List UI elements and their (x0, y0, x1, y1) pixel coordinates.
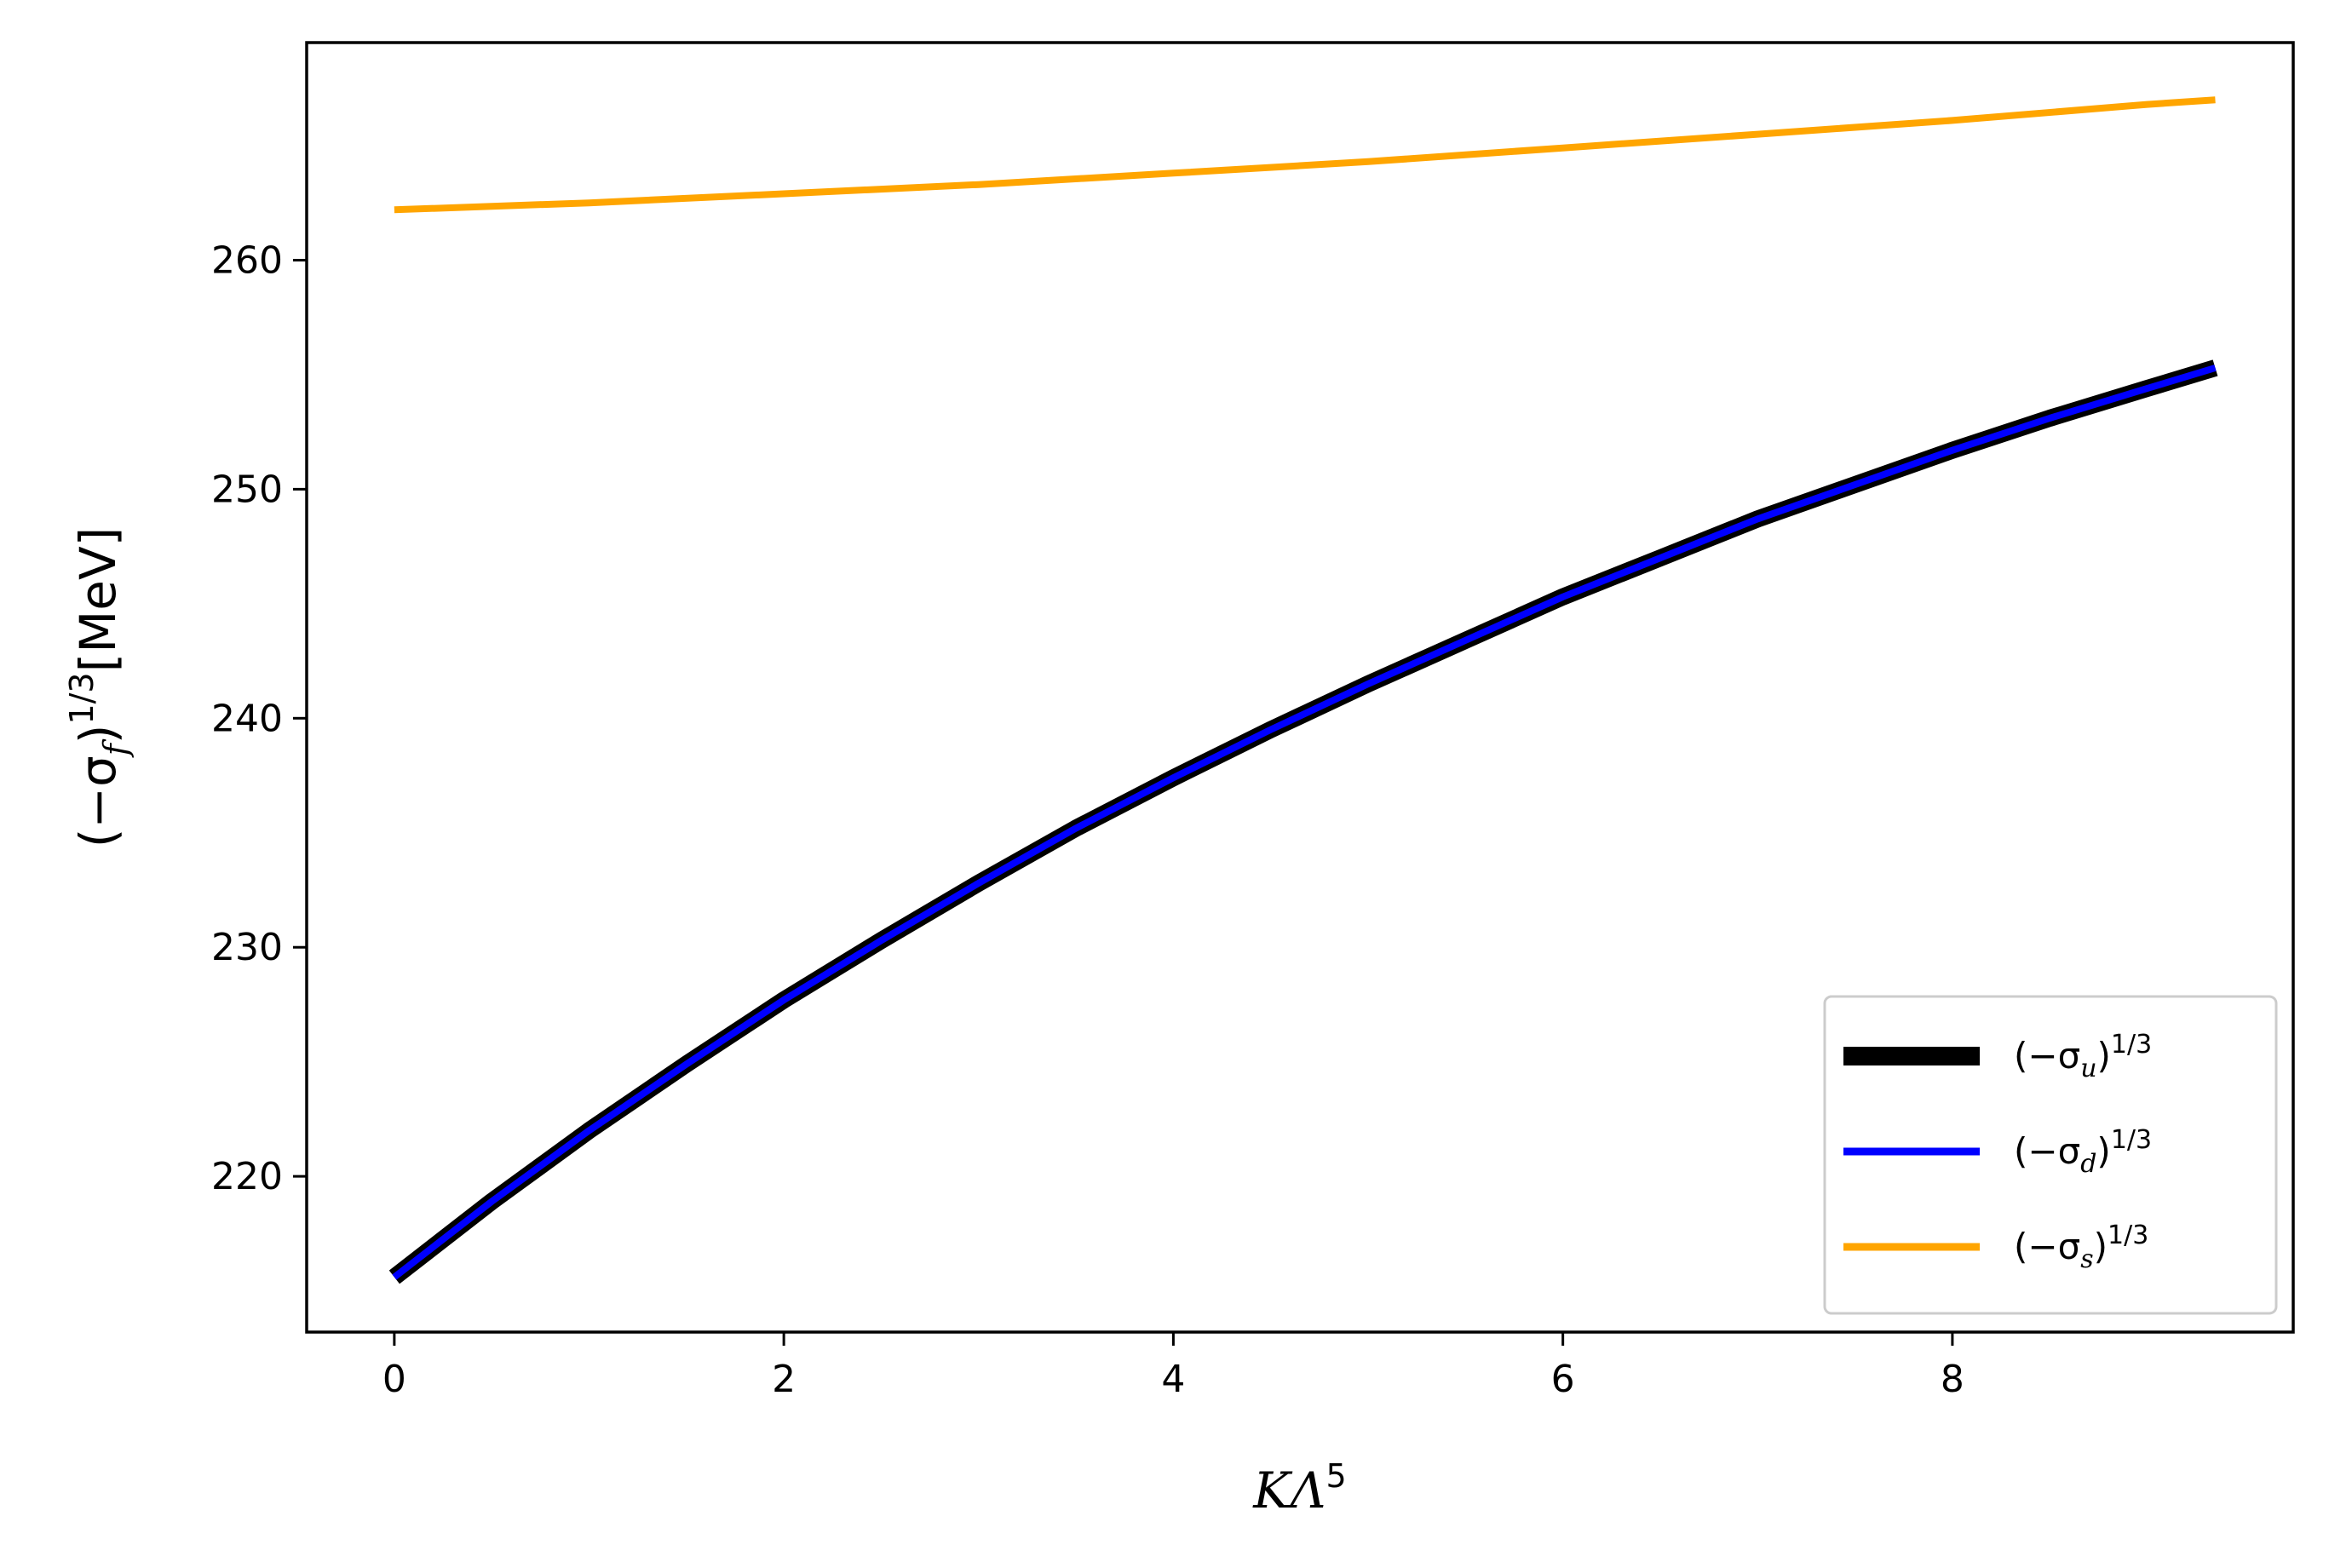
legend-label-d: (−σd)1/3 (2014, 1125, 2152, 1179)
y-axis-label-sup: 1/3 (63, 672, 101, 724)
legend-s-sub: s (2080, 1244, 2093, 1274)
legend-d-sup: 1/3 (2111, 1125, 2152, 1155)
y-tick-label: 220 (211, 1155, 283, 1198)
x-tick-label: 4 (1161, 1358, 1185, 1401)
y-tick-label: 240 (211, 697, 283, 740)
y-tick-label: 250 (211, 468, 283, 511)
x-tick-label: 2 (772, 1358, 796, 1401)
legend-label-u: (−σu)1/3 (2014, 1030, 2152, 1083)
x-axis-label-base: KΛ (1252, 1462, 1326, 1519)
legend-label-s: (−σs)1/3 (2014, 1221, 2148, 1274)
axes-frame (305, 41, 2295, 1334)
y-axis-label-mid: ) (69, 725, 127, 744)
x-axis-ticks: 0 2 4 6 8 (382, 1332, 1964, 1401)
legend-u-mid: ) (2097, 1035, 2111, 1077)
legend-d-sub: d (2080, 1149, 2096, 1179)
x-axis-label-sup: 5 (1326, 1457, 1347, 1495)
legend-s-pre: (−σ (2014, 1226, 2080, 1267)
y-axis-ticks: 220 230 240 250 260 (211, 238, 307, 1198)
series-line-d (392, 365, 2217, 1280)
y-axis-label-post: [MeV] (69, 527, 127, 673)
x-axis-label: KΛ5 (1252, 1457, 1346, 1519)
y-tick-label: 260 (211, 238, 283, 282)
legend-d-pre: (−σ (2014, 1130, 2080, 1172)
legend-u-sub: u (2080, 1054, 2096, 1083)
legend-u-pre: (−σ (2014, 1035, 2080, 1077)
legend-s-mid: ) (2094, 1226, 2108, 1267)
x-tick-label: 8 (1941, 1358, 1964, 1401)
x-tick-label: 6 (1551, 1358, 1575, 1401)
plot-lines (388, 96, 2218, 1284)
y-tick-label: 230 (211, 926, 283, 969)
legend-s-sup: 1/3 (2108, 1221, 2148, 1250)
y-axis-label: (−σf)1/3[MeV] (63, 527, 135, 848)
x-tick-label: 0 (382, 1358, 406, 1401)
legend-box (1823, 995, 2278, 1315)
legend-d-mid: ) (2096, 1130, 2110, 1172)
y-axis-label-pre: (−σ (69, 755, 127, 847)
legend-u-sup: 1/3 (2111, 1030, 2152, 1060)
legend: (−σu)1/3 (−σd)1/3 (−σs)1/3 (1823, 995, 2278, 1315)
series-line-s (394, 96, 2216, 214)
